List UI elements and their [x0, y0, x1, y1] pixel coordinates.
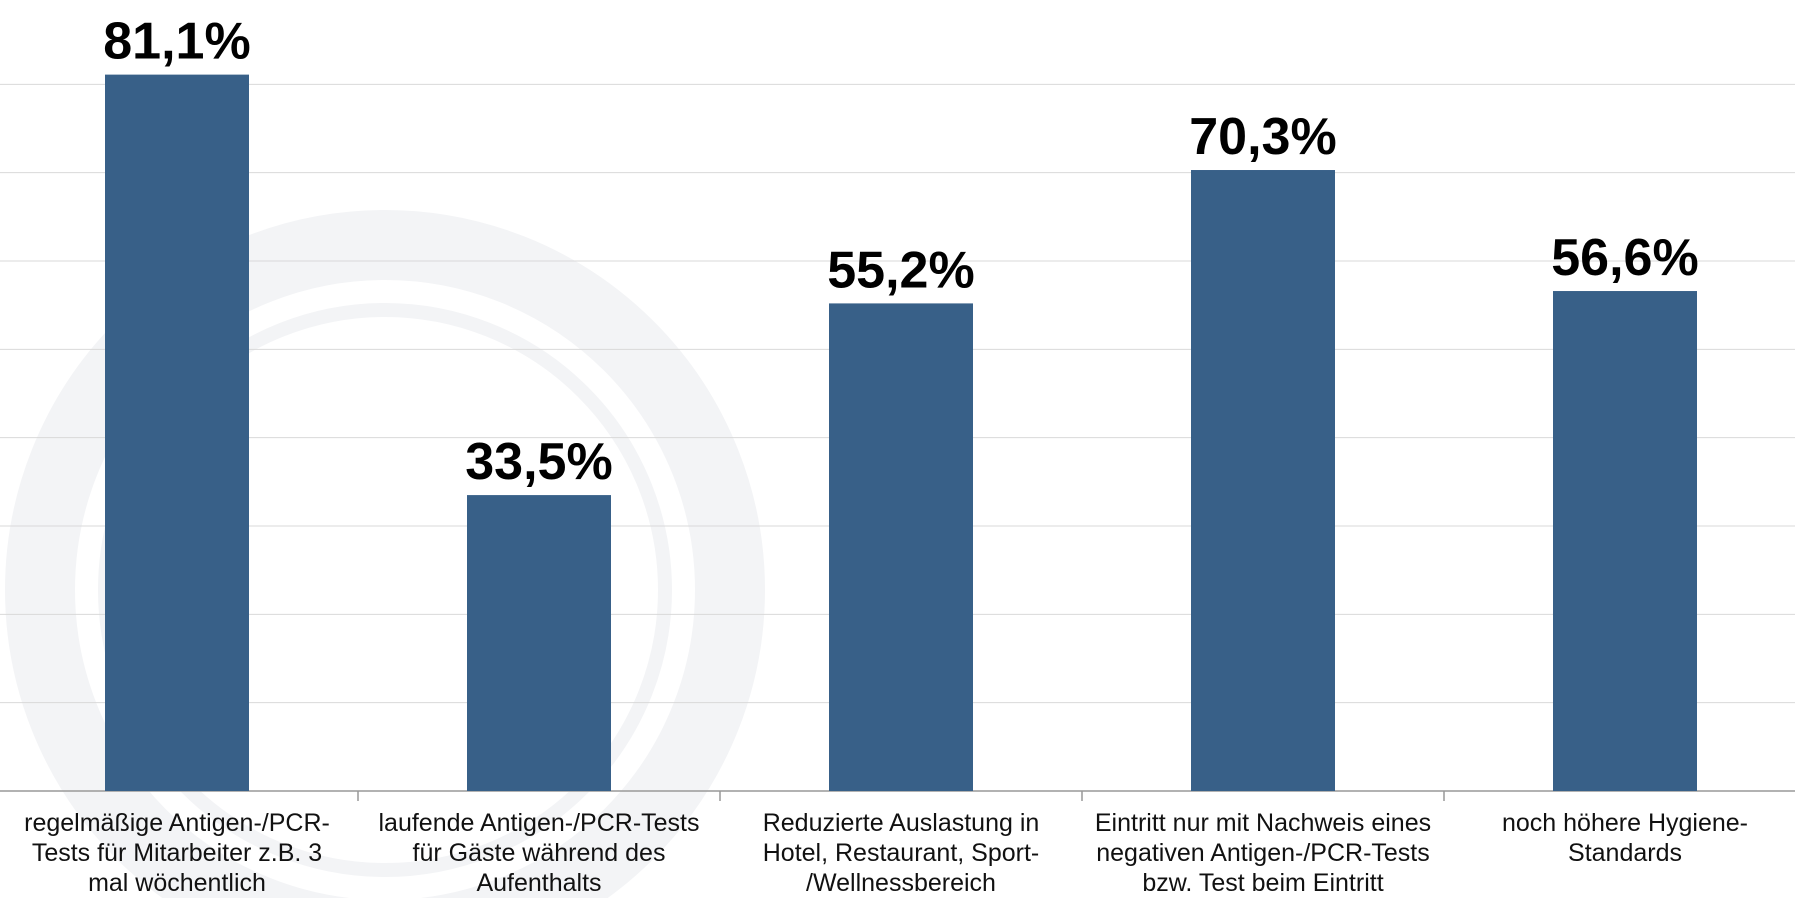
value-label: 33,5%: [465, 433, 612, 491]
bar: [467, 495, 611, 791]
x-tick-label: Reduzierte Auslastung in Hotel, Restaura…: [762, 809, 1040, 897]
x-tick-label: noch höhere Hygiene- Standards: [1502, 809, 1748, 867]
bar: [829, 303, 973, 791]
bar: [1191, 170, 1335, 791]
value-label: 56,6%: [1551, 229, 1698, 287]
bar: [1553, 291, 1697, 791]
value-label: 70,3%: [1189, 108, 1336, 166]
x-tick-label: regelmäßige Antigen-/PCR- Tests für Mita…: [24, 809, 330, 897]
value-label: 55,2%: [827, 241, 974, 299]
x-tick-label: laufende Antigen-/PCR-Tests für Gäste wä…: [378, 809, 700, 897]
x-tick-label: Eintritt nur mit Nachweis eines negative…: [1094, 809, 1432, 897]
bar: [105, 74, 249, 791]
value-label: 81,1%: [103, 13, 250, 71]
